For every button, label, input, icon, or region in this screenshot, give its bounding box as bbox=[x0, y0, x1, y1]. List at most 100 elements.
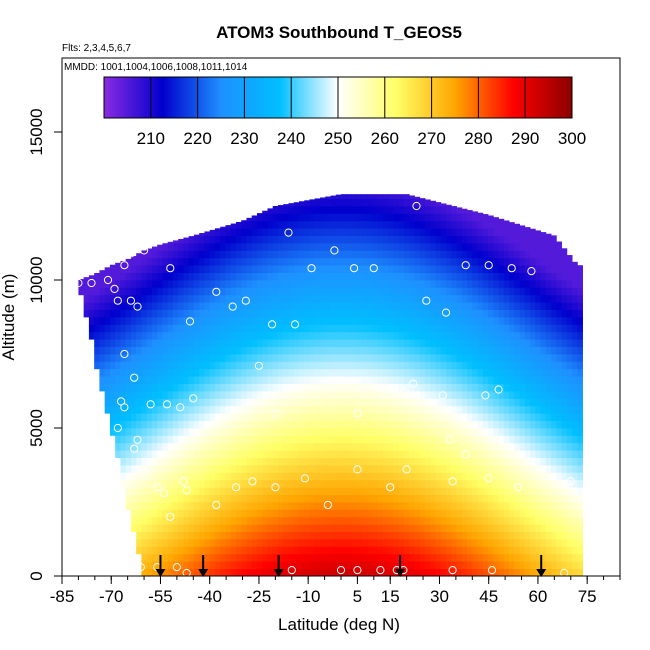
field-cell bbox=[330, 494, 337, 503]
field-cell bbox=[545, 502, 552, 510]
field-cell bbox=[540, 376, 547, 384]
field-cell bbox=[325, 539, 331, 547]
field-cell bbox=[383, 235, 389, 244]
field-cell bbox=[309, 294, 316, 303]
field-cell bbox=[283, 294, 289, 303]
field-cell bbox=[419, 531, 426, 540]
field-cell bbox=[356, 206, 363, 214]
field-cell bbox=[493, 450, 499, 458]
field-cell bbox=[572, 302, 578, 310]
field-cell bbox=[477, 561, 484, 569]
field-cell bbox=[146, 317, 153, 325]
field-cell bbox=[451, 509, 457, 518]
field-cell bbox=[146, 472, 153, 481]
field-cell bbox=[440, 509, 447, 518]
field-cell bbox=[362, 465, 368, 473]
field-cell bbox=[83, 280, 90, 288]
field-cell bbox=[451, 257, 457, 266]
y-tick-label: 5000 bbox=[27, 409, 46, 447]
field-cell bbox=[398, 213, 405, 222]
field-cell bbox=[272, 398, 279, 407]
field-cell bbox=[572, 346, 578, 355]
field-cell bbox=[146, 361, 153, 370]
field-cell bbox=[330, 309, 337, 318]
field-cell bbox=[167, 457, 174, 466]
field-cell bbox=[214, 302, 221, 310]
field-cell bbox=[246, 280, 253, 288]
field-cell bbox=[325, 435, 331, 444]
field-cell bbox=[530, 568, 536, 576]
field-cell bbox=[509, 222, 515, 229]
field-cell bbox=[362, 442, 368, 451]
field-cell bbox=[146, 376, 153, 384]
field-cell bbox=[225, 465, 232, 473]
field-cell bbox=[335, 317, 342, 325]
field-cell bbox=[409, 220, 415, 229]
field-cell bbox=[545, 442, 552, 451]
field-cell bbox=[178, 553, 184, 562]
field-cell bbox=[545, 420, 552, 429]
field-cell bbox=[172, 398, 179, 407]
field-cell bbox=[425, 243, 431, 251]
field-cell bbox=[141, 368, 148, 377]
field-cell bbox=[204, 354, 211, 362]
field-cell bbox=[283, 524, 289, 532]
field-cell bbox=[235, 235, 242, 244]
field-cell bbox=[467, 376, 473, 384]
field-cell bbox=[430, 479, 436, 488]
field-cell bbox=[393, 546, 400, 555]
field-cell bbox=[341, 220, 347, 229]
field-cell bbox=[162, 546, 169, 555]
field-cell bbox=[488, 339, 494, 347]
field-cell bbox=[440, 420, 447, 429]
field-cell bbox=[446, 346, 452, 355]
field-cell bbox=[503, 391, 510, 399]
field-cell bbox=[493, 272, 499, 281]
field-cell bbox=[388, 235, 394, 244]
field-cell bbox=[162, 516, 169, 525]
field-cell bbox=[577, 376, 583, 384]
field-cell bbox=[388, 287, 394, 296]
field-cell bbox=[141, 531, 148, 540]
field-cell bbox=[435, 361, 442, 370]
field-cell bbox=[351, 228, 358, 236]
field-cell bbox=[83, 294, 90, 303]
field-cell bbox=[330, 331, 337, 340]
field-cell bbox=[246, 217, 253, 222]
field-cell bbox=[319, 197, 326, 199]
field-cell bbox=[472, 428, 478, 436]
field-cell bbox=[99, 287, 106, 296]
field-cell bbox=[482, 214, 489, 222]
field-cell bbox=[157, 546, 163, 555]
field-cell bbox=[193, 465, 200, 473]
field-cell bbox=[398, 331, 405, 340]
field-cell bbox=[125, 302, 132, 310]
field-cell bbox=[498, 516, 505, 525]
field-cell bbox=[566, 339, 573, 347]
field-cell bbox=[136, 376, 142, 384]
field-cell bbox=[167, 354, 174, 362]
field-cell bbox=[425, 539, 431, 547]
x-axis-label: Latitude (deg N) bbox=[278, 615, 400, 634]
field-cell bbox=[519, 531, 526, 540]
field-cell bbox=[377, 198, 384, 207]
field-cell bbox=[362, 194, 368, 199]
field-cell bbox=[314, 420, 321, 429]
field-cell bbox=[540, 546, 547, 555]
field-cell bbox=[277, 435, 284, 444]
field-cell bbox=[241, 235, 247, 244]
field-cell bbox=[272, 465, 279, 473]
field-cell bbox=[419, 435, 426, 444]
field-cell bbox=[104, 324, 111, 333]
field-cell bbox=[503, 413, 510, 421]
field-cell bbox=[225, 428, 232, 436]
field-cell bbox=[503, 220, 510, 222]
field-cell bbox=[572, 368, 578, 377]
field-cell bbox=[209, 257, 216, 266]
field-cell bbox=[151, 346, 158, 355]
field-cell bbox=[351, 257, 358, 266]
field-cell bbox=[235, 398, 242, 407]
field-cell bbox=[362, 346, 368, 355]
field-cell bbox=[556, 494, 562, 503]
field-cell bbox=[141, 487, 148, 495]
